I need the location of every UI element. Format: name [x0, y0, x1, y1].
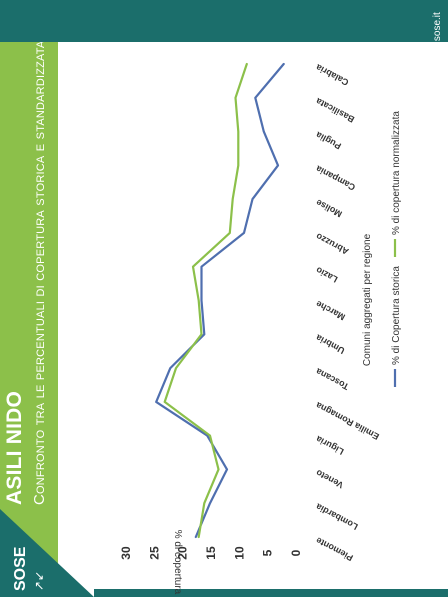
y-tick-label: 5 — [261, 549, 275, 556]
x-tick-label: Liguria — [313, 433, 345, 456]
x-tick-label: Molise — [314, 197, 343, 219]
x-tick-label: Calabria — [313, 62, 350, 88]
legend-label: % di Copertura storica — [391, 266, 402, 365]
x-tick-label: Campania — [313, 163, 357, 192]
y-tick-label: 25 — [147, 546, 161, 560]
x-tick-label: Basilicata — [313, 96, 356, 125]
series-line-0 — [155, 62, 285, 539]
x-tick-label: Lombardia — [313, 501, 359, 532]
series-layer — [155, 62, 285, 539]
x-tick-label: Lazio — [314, 265, 339, 285]
y-axis-label: % di copertura — [172, 530, 183, 595]
y-tick-label: 10 — [232, 546, 246, 560]
y-tick-label: 15 — [204, 546, 218, 560]
y-tick-label: 0 — [289, 549, 303, 556]
x-tick-label: Piemonte — [314, 535, 354, 563]
x-tick-label: Puglia — [313, 129, 342, 151]
y-axis: 0 5 10 15 20 25 30 — [119, 546, 303, 560]
y-tick-label: 20 — [176, 546, 190, 560]
x-tick-label: Emilia Romagna — [313, 400, 380, 442]
x-tick-label: Toscana — [313, 366, 350, 392]
legend: % di Copertura storica % di copertura nor… — [391, 111, 402, 387]
legend-label: % di copertura normalizzata — [391, 111, 402, 235]
series-line-1 — [163, 62, 248, 539]
y-tick-label: 30 — [119, 546, 133, 560]
x-tick-label: Umbria — [313, 332, 346, 356]
x-tick-label: Marche — [314, 299, 347, 323]
x-tick-label: Veneto — [314, 467, 345, 490]
x-axis-label: Comuni aggregati per regione — [362, 233, 373, 366]
x-tick-label: Abruzzo — [314, 231, 350, 257]
